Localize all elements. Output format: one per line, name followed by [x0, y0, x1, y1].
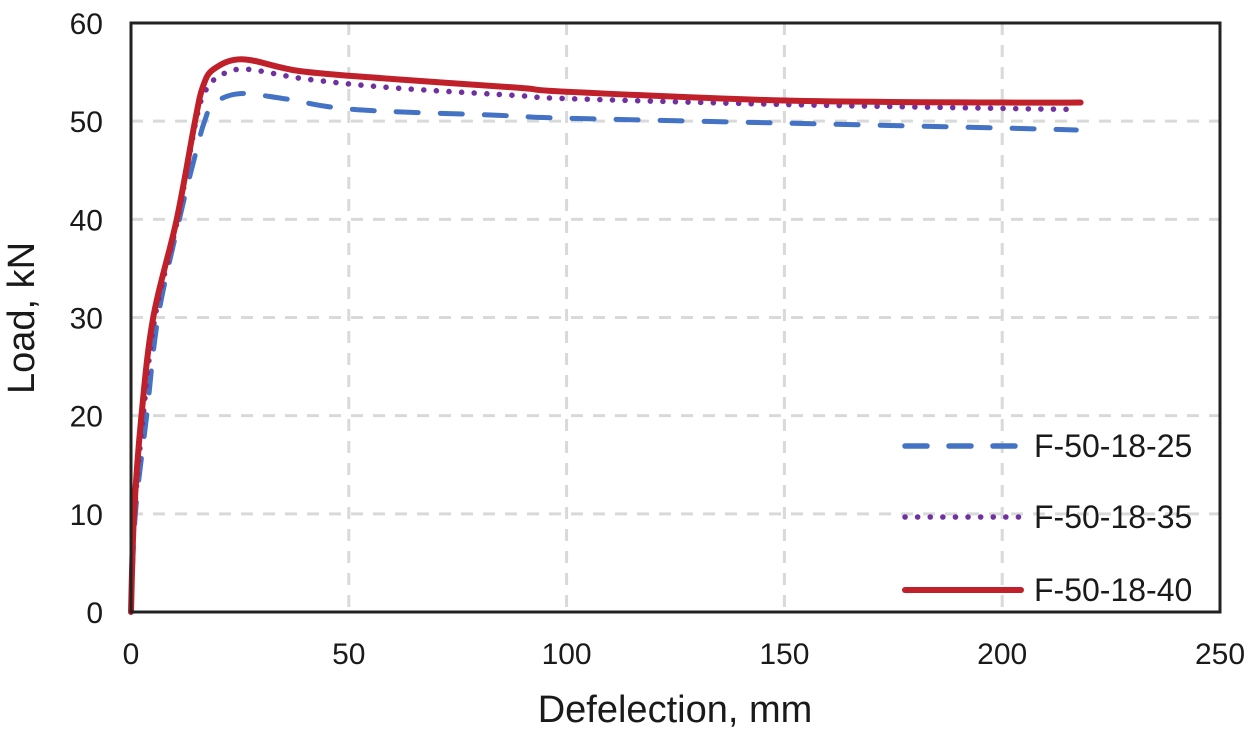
series-line-f-50-18-35 [128, 66, 1079, 615]
legend-label: F-50-18-35 [1034, 499, 1192, 535]
y-tick-labels: 0 10 20 30 40 50 60 [70, 8, 103, 630]
y-tick-label: 0 [86, 597, 103, 630]
y-tick-label: 40 [70, 204, 103, 237]
series-layer [128, 56, 1084, 615]
grid [131, 23, 1220, 612]
legend-label: F-50-18-25 [1034, 428, 1192, 464]
y-tick-label: 30 [70, 303, 103, 336]
x-tick-label: 200 [977, 638, 1027, 671]
legend: F-50-18-25 F-50-18-35 F-50-18-40 [902, 428, 1192, 608]
legend-label: F-50-18-40 [1034, 572, 1192, 608]
x-tick-labels: 0 50 100 150 200 250 [123, 638, 1245, 671]
x-tick-label: 50 [332, 638, 365, 671]
x-axis-label: Defelection, mm [538, 689, 813, 729]
y-tick-label: 50 [70, 106, 103, 139]
plot-frame [129, 21, 1222, 614]
y-axis-label: Load, kN [1, 242, 43, 394]
x-tick-label: 250 [1195, 638, 1245, 671]
series-line-f-50-18-25 [128, 91, 1079, 615]
x-tick-label: 150 [759, 638, 809, 671]
series-line-f-50-18-40 [128, 56, 1084, 615]
y-tick-label: 10 [70, 499, 103, 532]
x-tick-label: 0 [123, 638, 140, 671]
y-tick-label: 60 [70, 8, 103, 41]
x-tick-label: 100 [542, 638, 592, 671]
y-tick-label: 20 [70, 401, 103, 434]
